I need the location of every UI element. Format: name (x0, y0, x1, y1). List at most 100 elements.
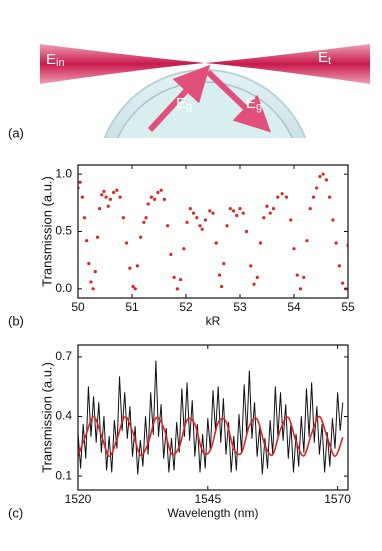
data-point (280, 192, 284, 196)
data-point (255, 275, 259, 279)
resonator-core (116, 81, 294, 138)
label-sub: t (328, 55, 331, 67)
label-sub: g' (186, 101, 194, 113)
x-tick-label: 1545 (194, 492, 221, 506)
data-point (208, 209, 212, 213)
data-point (139, 235, 143, 239)
data-point (106, 204, 110, 208)
data-point (295, 273, 299, 277)
y-axis-title: Transmission (a.u.) (39, 176, 54, 287)
data-point (241, 211, 245, 215)
label-main: E (176, 95, 186, 112)
label-sub: g (256, 101, 262, 113)
data-point (214, 241, 218, 245)
panel-label: (b) (8, 313, 24, 328)
data-line (78, 360, 344, 475)
y-tick-label: 1.0 (55, 166, 72, 180)
data-point (195, 216, 199, 220)
data-point (159, 188, 163, 192)
data-point (146, 202, 150, 206)
y-axis-title: Transmission (a.u.) (39, 362, 54, 473)
data-point (311, 195, 316, 199)
data-point (203, 218, 208, 222)
data-point (89, 280, 93, 284)
y-tick-label: 0.1 (55, 468, 72, 482)
data-point (91, 287, 95, 291)
plot-area (78, 172, 348, 291)
data-point (118, 195, 122, 199)
data-point (98, 206, 102, 211)
data-point (135, 264, 139, 268)
data-point (169, 252, 173, 257)
x-tick-label: 1570 (324, 492, 351, 506)
x-tick-label: 54 (287, 300, 301, 314)
data-point (144, 216, 148, 220)
panel-a-diagram (40, 44, 370, 138)
plot-area (78, 360, 344, 475)
data-point (93, 270, 97, 274)
data-point (324, 178, 328, 182)
data-point (142, 220, 146, 224)
x-axis-title: kR (206, 314, 221, 328)
data-point (334, 241, 338, 245)
incident-beam (40, 44, 205, 84)
label-e-t: Et (318, 49, 331, 67)
data-point (175, 287, 179, 291)
data-point (331, 218, 335, 222)
data-point (265, 204, 269, 208)
data-point (162, 197, 166, 201)
data-point (211, 211, 215, 215)
data-point (121, 216, 125, 220)
data-point (289, 218, 293, 222)
data-point (284, 195, 289, 199)
data-point (315, 186, 319, 190)
data-point (198, 224, 202, 228)
data-point (302, 275, 306, 279)
data-point (308, 206, 312, 211)
label-main: E (318, 49, 328, 66)
data-point (156, 190, 160, 195)
label-e-in: Ein (46, 51, 65, 69)
label-main: E (46, 51, 56, 68)
arrow-eg-prime (147, 64, 211, 133)
data-point (125, 241, 129, 245)
data-point (128, 266, 132, 270)
data-point (222, 262, 226, 266)
data-point (217, 273, 222, 277)
y-tick-label: 0.0 (55, 281, 72, 295)
label-e-g-prime: Eg' (176, 95, 194, 113)
data-point (220, 284, 224, 289)
data-point (100, 193, 104, 197)
data-point (318, 174, 322, 179)
data-point (244, 229, 249, 234)
data-point (200, 227, 204, 231)
data-point (172, 275, 176, 279)
data-point (305, 239, 309, 243)
data-point (112, 190, 116, 195)
data-point (78, 180, 82, 184)
data-point (341, 281, 345, 285)
x-tick-label: 50 (71, 300, 85, 314)
data-point (252, 282, 256, 286)
plot-frame (77, 164, 349, 299)
label-sub: in (56, 57, 65, 69)
data-point (149, 195, 154, 199)
data-point (276, 195, 280, 199)
data-point (321, 172, 325, 176)
data-point (166, 224, 170, 228)
x-tick-label: 1520 (65, 492, 92, 506)
panel-label: (c) (8, 505, 23, 520)
x-tick-label: 51 (125, 300, 139, 314)
data-point (328, 195, 332, 199)
transmitted-beam (205, 44, 370, 84)
data-point (82, 216, 87, 220)
data-line (78, 415, 344, 458)
data-point (235, 213, 239, 218)
y-tick-label: 0.5 (55, 224, 72, 238)
data-point (337, 264, 341, 268)
x-tick-label: 53 (233, 300, 247, 314)
label-e-g: Eg (246, 95, 262, 113)
data-point (115, 188, 119, 192)
data-point (179, 278, 183, 282)
